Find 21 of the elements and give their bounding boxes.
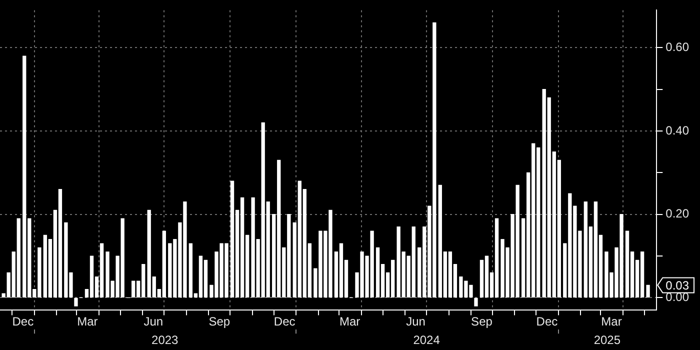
x-tick-label: Jun: [144, 314, 164, 329]
x-tick-label: Mar: [77, 314, 98, 329]
bar: [646, 284, 650, 298]
x-tick-label: Sep: [471, 314, 493, 329]
bar: [74, 298, 78, 306]
x2-tick-label: 2024: [413, 333, 440, 348]
y-tick-label: 0.60: [666, 40, 690, 54]
y-tick-label: 0.20: [666, 206, 690, 221]
annotation: 0.03: [666, 278, 690, 293]
x2-tick-label: 2023: [152, 333, 179, 348]
bar: [474, 298, 478, 306]
x-tick-label: Mar: [339, 314, 360, 329]
x-tick-label: Dec: [12, 314, 34, 329]
x-tick-label: Dec: [274, 314, 296, 329]
x-tick-label: Sep: [208, 314, 230, 329]
y-tick-label: 0.40: [666, 123, 690, 138]
x2-tick-label: 2025: [594, 333, 621, 348]
x-tick-label: Mar: [601, 314, 622, 329]
x-tick-label: Dec: [536, 314, 558, 329]
y-tick-label: 0.00: [666, 290, 690, 304]
x-tick-label: Jun: [406, 314, 426, 329]
